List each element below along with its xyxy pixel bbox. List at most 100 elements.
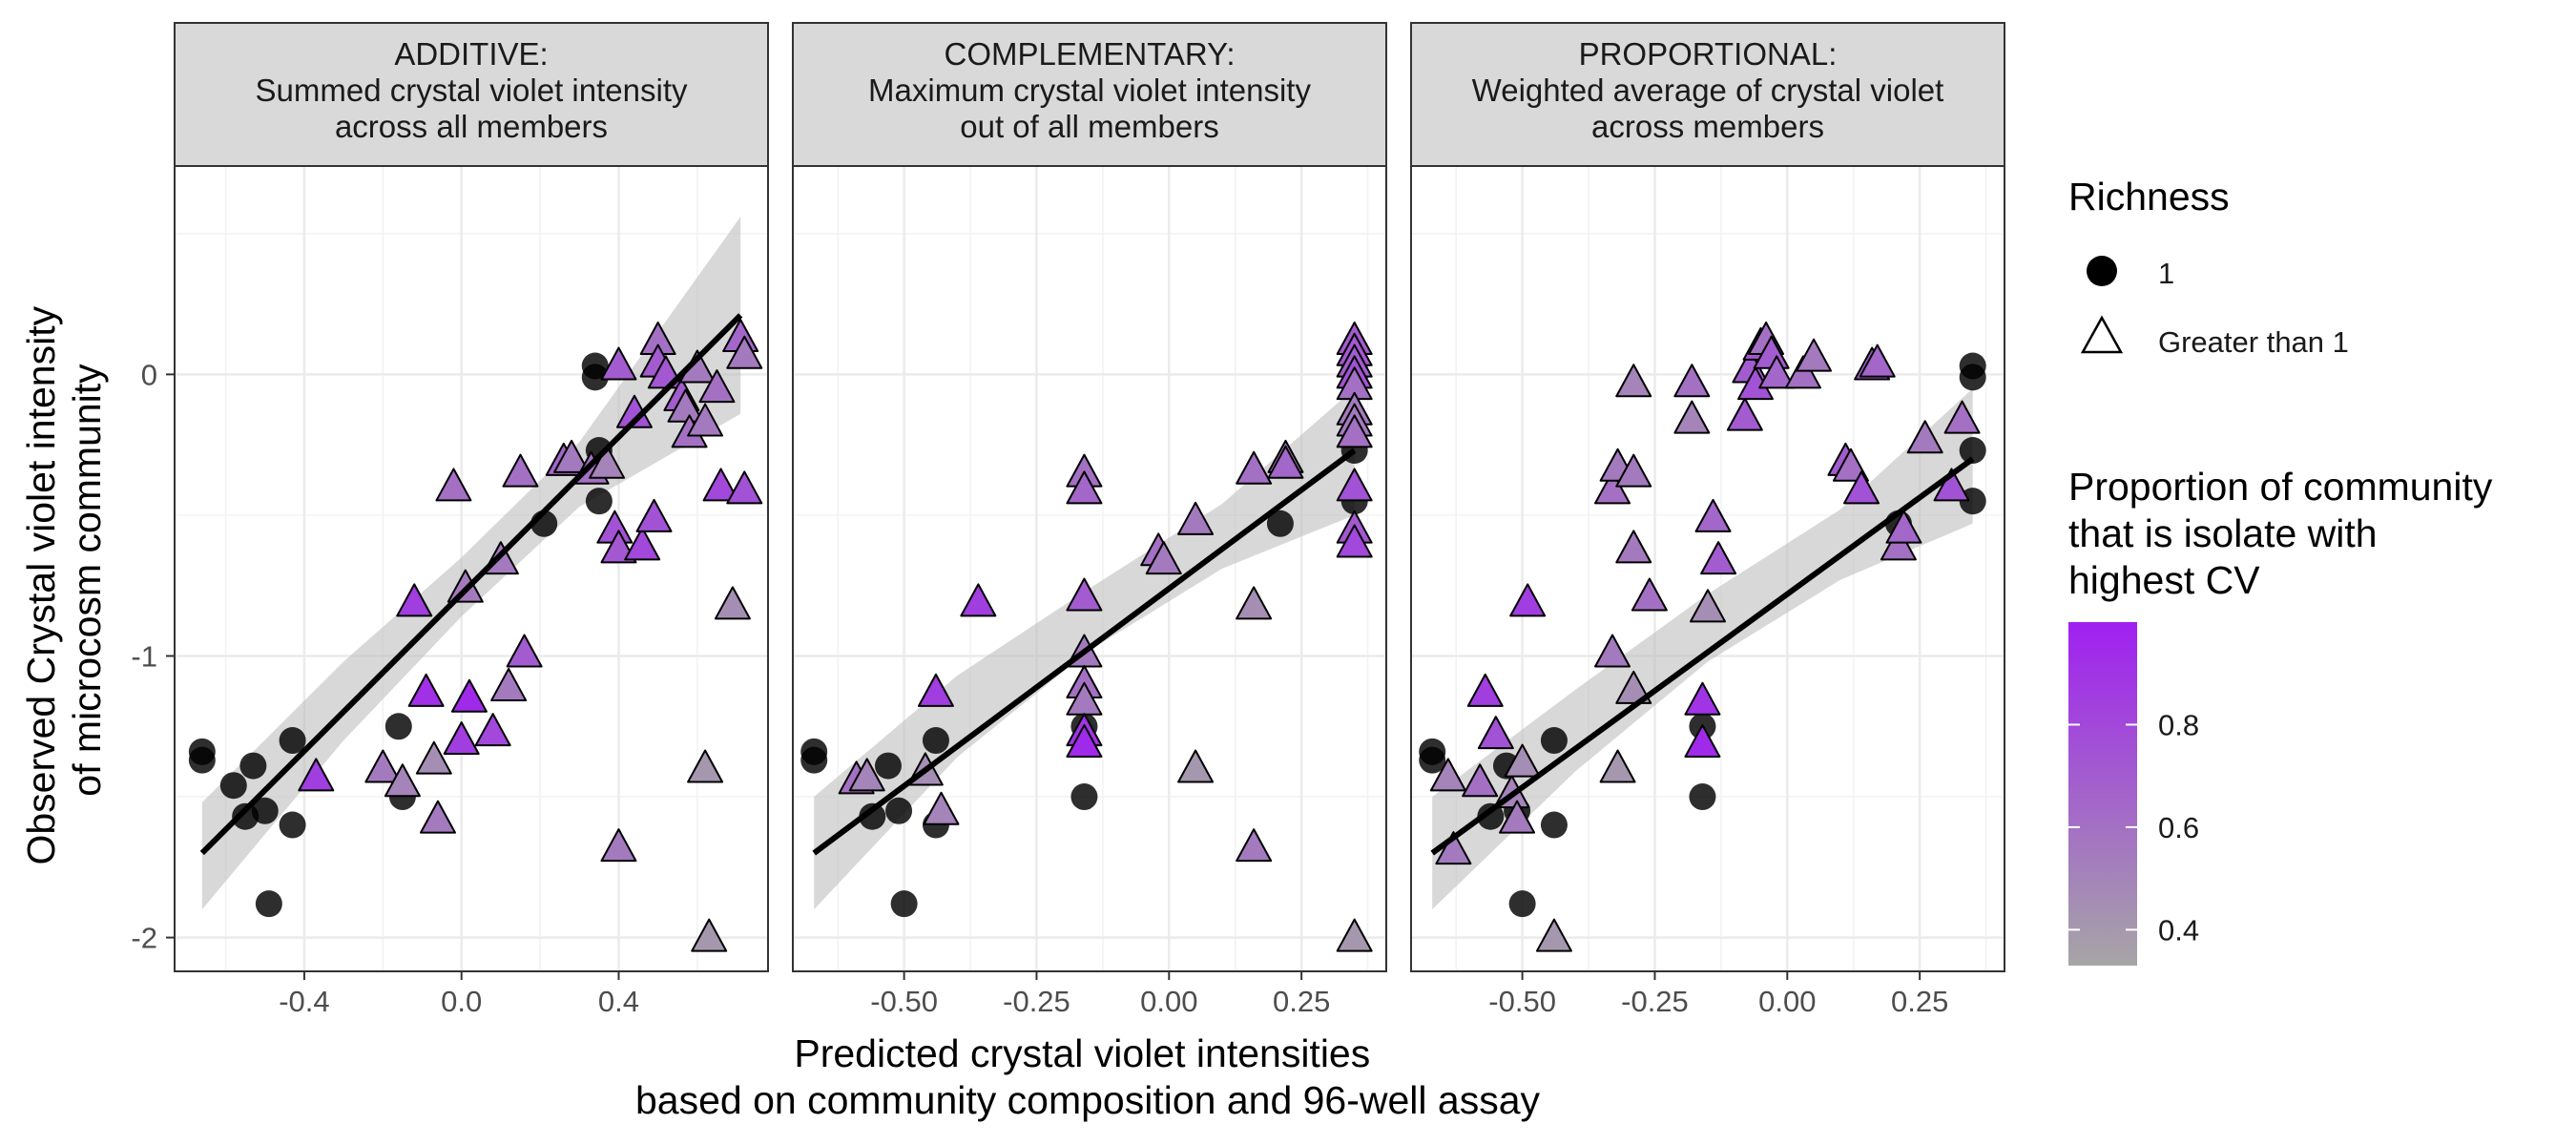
point-richness-greater-than-1 [1499, 800, 1536, 834]
colorbar-ticks: 0.4 0.6 0.8 [2068, 708, 2199, 947]
point-richness-greater-than-1 [917, 673, 954, 707]
point-richness-greater-than-1 [1684, 723, 1721, 758]
x-tick-label: -0.25 [1621, 985, 1689, 1018]
point-richness-greater-than-1 [848, 758, 885, 792]
legend-circle-key [2087, 256, 2117, 286]
panel-strip-line: Maximum crystal violet intensity [868, 73, 1311, 108]
regression-line [199, 313, 743, 856]
point-richness-1 [1508, 890, 1536, 918]
color-legend-title: Proportion of community that is isolate … [2068, 465, 2503, 602]
point-richness-greater-than-1 [702, 468, 739, 502]
point-richness-greater-than-1 [1933, 468, 1970, 502]
point-richness-greater-than-1 [1615, 364, 1652, 398]
point-richness-1 [251, 797, 279, 824]
point-richness-greater-than-1 [1236, 450, 1273, 485]
point-richness-greater-than-1 [1906, 420, 1943, 454]
point-richness-greater-than-1 [1943, 400, 1981, 434]
x-tick-label: -0.25 [1003, 985, 1070, 1018]
point-richness-greater-than-1 [450, 678, 488, 713]
point-richness-greater-than-1 [1535, 918, 1572, 952]
point-richness-1 [800, 738, 828, 765]
point-richness-1 [279, 811, 306, 839]
point-richness-greater-than-1 [1615, 453, 1652, 488]
panel-strip-line: Weighted average of crystal violet [1472, 73, 1944, 108]
confidence-ribbon [201, 217, 741, 910]
point-richness-greater-than-1 [1066, 577, 1103, 612]
point-richness-1 [1959, 364, 1986, 391]
point-richness-greater-than-1 [1684, 681, 1721, 716]
point-richness-greater-than-1 [364, 749, 402, 783]
point-richness-1 [188, 738, 216, 765]
point-richness-greater-than-1 [435, 468, 472, 502]
point-richness-1 [384, 713, 412, 740]
point-richness-greater-than-1 [687, 403, 724, 437]
point-richness-greater-than-1 [443, 721, 480, 756]
point-richness-greater-than-1 [1267, 445, 1304, 479]
point-richness-greater-than-1 [1236, 586, 1273, 620]
point-richness-greater-than-1 [1726, 397, 1763, 431]
y-axis-title-line-2: of microcosm community [65, 364, 109, 797]
point-richness-1 [1070, 783, 1098, 811]
point-richness-greater-than-1 [490, 667, 528, 701]
point-richness-1 [1540, 811, 1568, 839]
point-richness-greater-than-1 [1236, 828, 1273, 863]
color-legend-title-line-1: Proportion of community [2068, 465, 2493, 509]
shape-legend-title: Richness [2068, 175, 2230, 219]
point-richness-greater-than-1 [298, 758, 335, 792]
x-axis-title-line-2: based on community composition and 96-we… [635, 1078, 1541, 1122]
point-richness-1 [1419, 738, 1446, 765]
point-richness-greater-than-1 [1880, 527, 1917, 561]
x-tick-label: -0.50 [870, 985, 938, 1018]
point-richness-greater-than-1 [396, 583, 433, 617]
point-richness-1 [890, 890, 918, 918]
point-richness-greater-than-1 [1066, 723, 1103, 758]
point-richness-1 [279, 727, 306, 755]
colorbar-tick-label: 0.6 [2158, 811, 2199, 844]
confidence-ribbon [1432, 388, 1973, 910]
point-richness-greater-than-1 [407, 673, 445, 707]
point-richness-greater-than-1 [726, 335, 763, 369]
point-richness-greater-than-1 [1466, 673, 1504, 707]
point-richness-greater-than-1 [1336, 414, 1373, 448]
legend-circle-label: 1 [2158, 257, 2174, 290]
panel-strip [174, 22, 769, 167]
panel-border [174, 165, 769, 972]
point-richness-greater-than-1 [624, 527, 661, 561]
x-axis-title: Predicted crystal violet intensities bas… [635, 1031, 1541, 1122]
point-richness-greater-than-1 [960, 583, 997, 617]
x-tick-label: 0.00 [1758, 985, 1816, 1018]
point-richness-greater-than-1 [714, 586, 751, 620]
point-richness-greater-than-1 [1066, 470, 1103, 505]
point-richness-greater-than-1 [1336, 524, 1373, 558]
point-richness-1 [1266, 510, 1294, 537]
point-richness-greater-than-1 [726, 470, 763, 505]
point-richness-1 [1689, 783, 1716, 811]
point-richness-greater-than-1 [1758, 355, 1796, 389]
point-richness-greater-than-1 [415, 740, 452, 775]
point-richness-1 [1477, 802, 1505, 830]
point-richness-1 [581, 364, 609, 391]
point-richness-greater-than-1 [1673, 400, 1711, 434]
x-tick-label: 0.4 [598, 985, 639, 1018]
point-richness-greater-than-1 [635, 498, 673, 532]
point-richness-greater-than-1 [553, 439, 591, 473]
point-richness-greater-than-1 [1177, 501, 1215, 535]
point-richness-greater-than-1 [589, 445, 626, 479]
panel-strip-line: ADDITIVE: [394, 36, 548, 72]
panel-2: COMPLEMENTARY:Maximum crystal violet int… [792, 22, 1387, 1018]
color-legend-title-line-3: highest CV [2068, 558, 2260, 602]
panel-strip-line: COMPLEMENTARY: [944, 36, 1235, 72]
point-richness-greater-than-1 [687, 749, 724, 783]
point-richness-greater-than-1 [1673, 364, 1711, 398]
y-axis-title: Observed Crystal violet intensity of mic… [19, 295, 109, 864]
point-richness-greater-than-1 [1462, 763, 1499, 798]
point-richness-greater-than-1 [1504, 743, 1541, 778]
legend-triangle-key [2080, 315, 2124, 354]
point-richness-greater-than-1 [502, 453, 539, 488]
point-richness-1 [219, 772, 247, 800]
panel-strip-line: PROPORTIONAL: [1579, 36, 1838, 72]
panel-1: ADDITIVE:Summed crystal violet intensity… [131, 22, 769, 1018]
colorbar-tick-label: 0.4 [2158, 913, 2199, 947]
panel-strip-line: out of all members [960, 109, 1218, 144]
